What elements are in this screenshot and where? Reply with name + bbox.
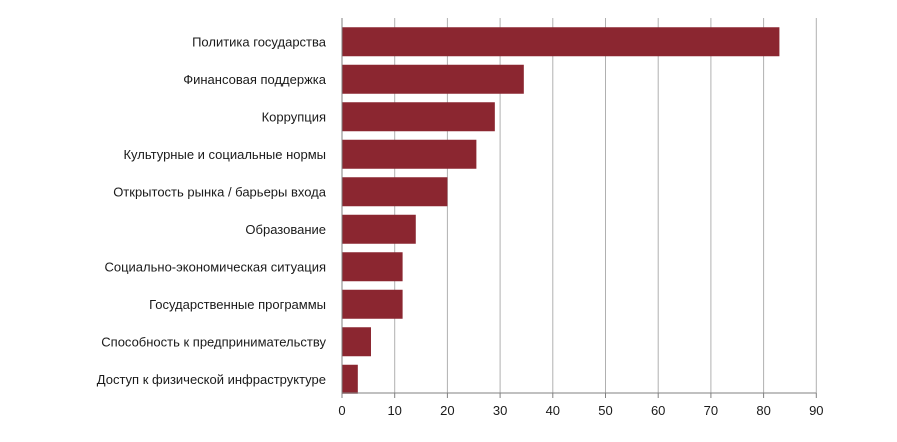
category-label: Государственные программы <box>149 297 326 312</box>
axes <box>341 18 817 394</box>
bar <box>342 177 448 207</box>
x-tick-label: 70 <box>704 403 718 418</box>
x-tick-label: 20 <box>440 403 454 418</box>
category-label: Коррупция <box>262 109 326 124</box>
category-label: Финансовая поддержка <box>183 72 327 87</box>
x-tick-label: 30 <box>493 403 507 418</box>
x-tick-labels: 0 10 20 30 40 50 60 70 80 90 <box>338 403 823 418</box>
bar <box>342 252 403 282</box>
category-label: Политика государства <box>192 34 327 49</box>
x-tick-label: 10 <box>387 403 401 418</box>
category-label: Образование <box>245 222 326 237</box>
category-label: Социально-экономическая ситуация <box>104 259 326 274</box>
bars <box>342 27 780 394</box>
bar <box>342 214 416 244</box>
bar <box>342 102 495 132</box>
x-tick-label: 50 <box>598 403 612 418</box>
category-label: Доступ к физической инфраструктуре <box>97 372 326 387</box>
bar <box>342 327 371 357</box>
category-label: Культурные и социальные нормы <box>123 147 326 162</box>
category-labels: Политика государства Финансовая поддержка… <box>97 34 327 387</box>
x-tick-label: 60 <box>651 403 665 418</box>
x-tick-label: 40 <box>546 403 560 418</box>
bar <box>342 64 524 94</box>
category-label: Открытость рынка / барьеры входа <box>113 184 327 199</box>
x-tick-label: 90 <box>809 403 823 418</box>
bar <box>342 27 780 57</box>
category-label: Способность к предпринимательству <box>101 334 326 349</box>
bar <box>342 289 403 319</box>
bar <box>342 139 477 169</box>
bar <box>342 364 358 394</box>
x-tick-label: 0 <box>338 403 345 418</box>
x-tick-label: 80 <box>756 403 770 418</box>
